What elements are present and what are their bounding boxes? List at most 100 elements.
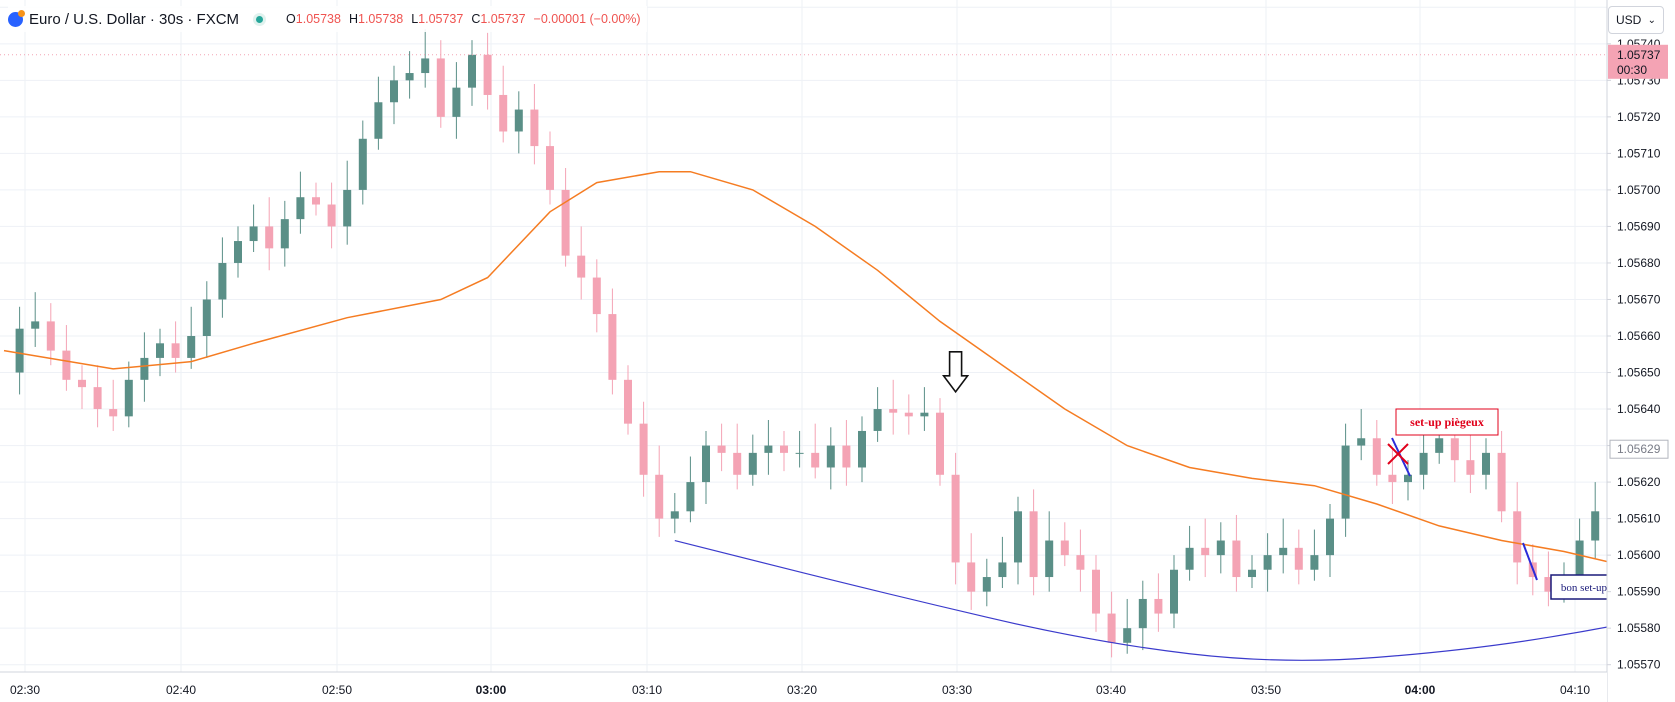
- good-setup-stroke[interactable]: [1522, 542, 1538, 581]
- candle-up: [858, 430, 866, 468]
- candle-up: [156, 343, 164, 358]
- candle-down: [780, 445, 788, 453]
- currency-label: USD: [1616, 13, 1642, 27]
- high-key: H: [348, 12, 358, 26]
- symbol-header: Euro / U.S. Dollar · 30s · FXCM O1.05738…: [8, 6, 647, 32]
- x-tick-label: 03:20: [787, 683, 817, 697]
- y-tick-label: 1.05680: [1617, 256, 1661, 270]
- currency-selector[interactable]: USD ⌄: [1608, 6, 1664, 34]
- candle-down: [1076, 555, 1085, 570]
- candle-up: [1123, 628, 1132, 643]
- candle-up: [249, 226, 258, 242]
- candle-up: [1263, 555, 1272, 570]
- candle-down: [967, 562, 976, 592]
- x-tick-label: 03:30: [942, 683, 972, 697]
- candle-down: [62, 350, 71, 380]
- open-key: O: [286, 12, 296, 26]
- time-scale[interactable]: [0, 672, 1607, 702]
- good-setup-box[interactable]: [1550, 574, 1618, 600]
- y-tick-label: 1.05590: [1617, 585, 1661, 599]
- candle-up: [124, 379, 133, 417]
- candle-down: [546, 146, 554, 190]
- price-scale[interactable]: [1607, 0, 1675, 702]
- candle-down: [1372, 438, 1381, 475]
- down-arrow-icon[interactable]: [942, 351, 970, 394]
- candle-up: [187, 336, 196, 358]
- candle-up: [374, 102, 383, 139]
- chevron-down-icon: ⌄: [1647, 14, 1656, 26]
- candle-down: [561, 189, 570, 256]
- candle-down: [436, 58, 445, 117]
- candle-up: [1341, 445, 1350, 519]
- good-setup-label: bon set-up: [1561, 582, 1608, 594]
- candle-down: [499, 94, 508, 132]
- candle-up: [358, 138, 367, 190]
- candle-down: [93, 387, 102, 410]
- trap-setup-box[interactable]: [1395, 408, 1499, 436]
- candle-up: [421, 58, 430, 74]
- crosshair-price-box: [1609, 439, 1669, 459]
- candle-down: [1201, 547, 1210, 556]
- x-tick-label: 03:40: [1096, 683, 1126, 697]
- candle-up: [1185, 547, 1194, 570]
- candle-up: [748, 452, 757, 475]
- change-value: −0.00001 (−0.00%): [533, 12, 641, 26]
- last-price-box: [1608, 44, 1668, 79]
- candle-up: [343, 189, 352, 227]
- candle-up: [514, 109, 523, 132]
- candle-up: [982, 577, 991, 592]
- cross-icon-stroke[interactable]: [1387, 443, 1409, 465]
- candle-up: [405, 73, 414, 81]
- y-tick-label: 1.05660: [1617, 329, 1661, 343]
- candle-up: [31, 321, 40, 329]
- candle-down: [1450, 438, 1459, 461]
- ohlc-values: O1.05738 H1.05738 L1.05737 C1.05737 −0.0…: [286, 12, 641, 26]
- low-value: 1.05737: [418, 12, 464, 26]
- candle-up: [1419, 452, 1428, 475]
- candle-down: [265, 226, 274, 249]
- candle-up: [670, 511, 679, 519]
- x-tick-label: 02:40: [166, 683, 196, 697]
- candle-down: [1060, 540, 1069, 556]
- y-tick-label: 1.05690: [1617, 219, 1661, 233]
- candle-down: [717, 445, 726, 453]
- close-key: C: [471, 12, 481, 26]
- candle-up: [140, 357, 149, 380]
- y-tick-label: 1.05640: [1617, 402, 1661, 416]
- candle-down: [1513, 511, 1522, 563]
- candle-down: [811, 452, 820, 468]
- candle-up: [873, 409, 882, 431]
- candle-up: [1045, 540, 1054, 578]
- candle-up: [1248, 569, 1256, 578]
- candle-down: [530, 109, 539, 147]
- low-key: L: [411, 12, 419, 26]
- symbol-title[interactable]: Euro / U.S. Dollar · 30s · FXCM: [29, 10, 240, 28]
- candle-down: [608, 314, 617, 380]
- candle-up: [998, 562, 1007, 578]
- candle-down: [1154, 598, 1163, 614]
- market-status-icon[interactable]: [253, 12, 267, 26]
- candle-down: [842, 445, 851, 468]
- candle-up: [15, 328, 24, 373]
- candle-up: [1404, 474, 1412, 483]
- candle-down: [1294, 547, 1303, 570]
- candle-down: [904, 412, 913, 417]
- x-tick-label: 04:10: [1560, 683, 1590, 697]
- candle-down: [1107, 613, 1116, 643]
- candle-up: [390, 80, 398, 103]
- candle-up: [1310, 555, 1319, 570]
- x-tick-label: 04:00: [1405, 683, 1436, 697]
- candle-down: [1544, 577, 1553, 592]
- close-value: 1.05737: [480, 12, 526, 26]
- y-tick-label: 1.05670: [1617, 292, 1661, 306]
- candle-up: [826, 445, 835, 468]
- candle-up: [1357, 438, 1366, 446]
- candle-down: [46, 321, 55, 351]
- crosshair-price-label: 1.05629: [1617, 442, 1661, 456]
- candle-down: [1388, 474, 1397, 483]
- candle-down: [1092, 569, 1100, 614]
- candle-down: [889, 409, 898, 413]
- candle-down: [1029, 511, 1038, 578]
- candle-up: [1216, 540, 1225, 556]
